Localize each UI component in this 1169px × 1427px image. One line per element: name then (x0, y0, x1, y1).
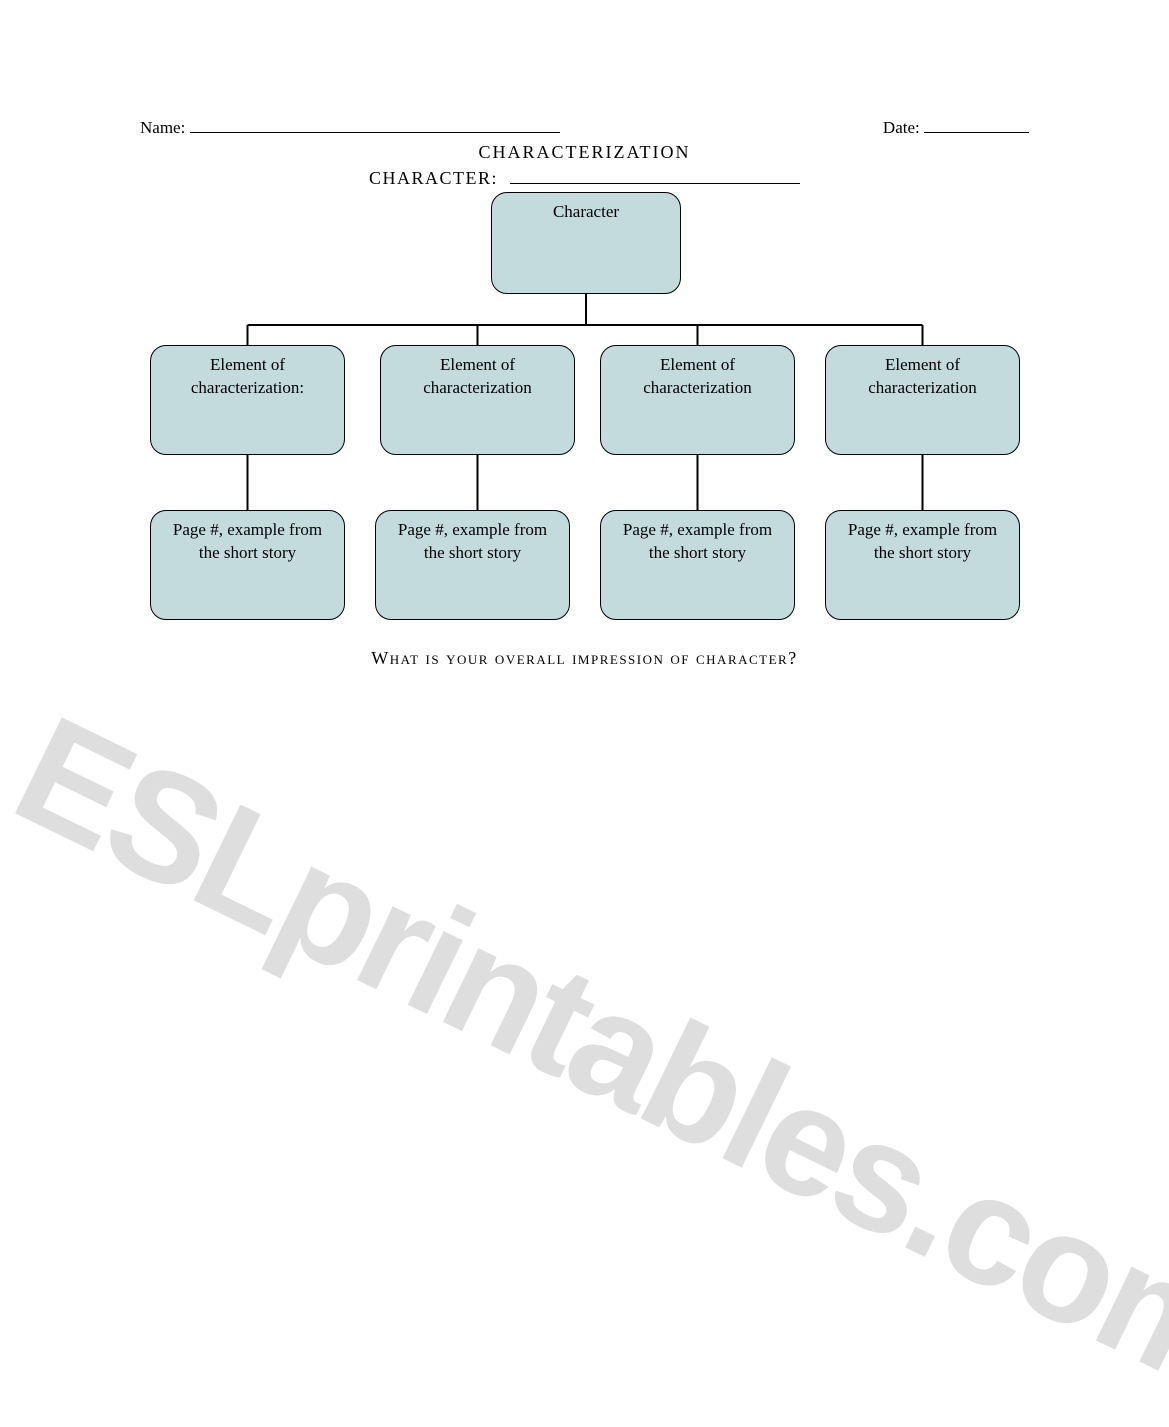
element-node-2-line1: Element of (601, 354, 794, 377)
example-node-1-line2: the short story (376, 542, 569, 565)
element-node-0-line1: Element of (151, 354, 344, 377)
example-node-2-line1: Page #, example from (601, 519, 794, 542)
element-node-0-line2: characterization: (151, 377, 344, 400)
element-node-3-line1: Element of (826, 354, 1019, 377)
element-node-1-line1: Element of (381, 354, 574, 377)
date-field: Date: (883, 118, 1029, 138)
element-node-3: Element ofcharacterization (825, 345, 1020, 455)
example-node-0: Page #, example fromthe short story (150, 510, 345, 620)
example-node-3: Page #, example fromthe short story (825, 510, 1020, 620)
example-node-2-line2: the short story (601, 542, 794, 565)
root-node: Character (491, 192, 681, 294)
element-node-1: Element ofcharacterization (380, 345, 575, 455)
title-characterization: CHARACTERIZATION (0, 142, 1169, 163)
example-node-3-line1: Page #, example from (826, 519, 1019, 542)
element-node-2: Element ofcharacterization (600, 345, 795, 455)
element-node-2-line2: characterization (601, 377, 794, 400)
example-node-3-line2: the short story (826, 542, 1019, 565)
example-node-1-line1: Page #, example from (376, 519, 569, 542)
footer-question: What is your overall impression of chara… (0, 648, 1169, 669)
root-node-line1: Character (492, 201, 680, 224)
example-node-1: Page #, example fromthe short story (375, 510, 570, 620)
subtitle-label: CHARACTER: (369, 168, 498, 188)
element-node-3-line2: characterization (826, 377, 1019, 400)
example-node-0-line2: the short story (151, 542, 344, 565)
element-node-1-line2: characterization (381, 377, 574, 400)
header-row: Name: Date: (140, 118, 1029, 138)
name-label: Name: (140, 118, 185, 137)
name-blank-line (190, 132, 560, 133)
title-character-line: CHARACTER: (0, 166, 1169, 189)
date-blank-line (924, 132, 1029, 133)
date-label: Date: (883, 118, 920, 137)
watermark: ESLprintables.com (0, 681, 1169, 1427)
example-node-2: Page #, example fromthe short story (600, 510, 795, 620)
example-node-0-line1: Page #, example from (151, 519, 344, 542)
element-node-0: Element ofcharacterization: (150, 345, 345, 455)
name-field: Name: (140, 118, 560, 138)
subtitle-blank-line (510, 166, 800, 184)
